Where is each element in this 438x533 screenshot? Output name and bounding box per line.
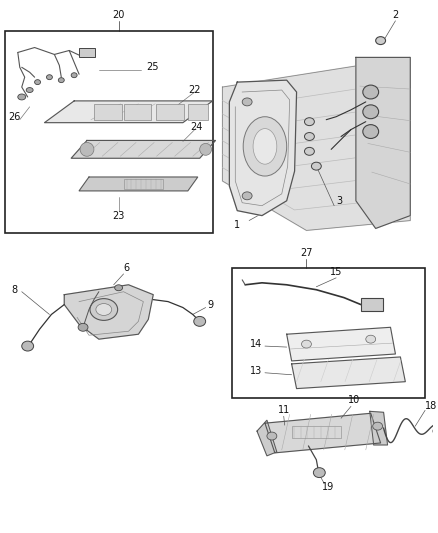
Text: 26: 26 [8, 112, 20, 122]
Ellipse shape [373, 422, 382, 430]
Bar [5, 31, 212, 233]
Polygon shape [230, 80, 297, 215]
Polygon shape [79, 177, 198, 191]
Ellipse shape [304, 118, 314, 126]
Text: 1: 1 [234, 221, 240, 230]
Polygon shape [223, 58, 410, 230]
Text: 13: 13 [250, 366, 262, 376]
Ellipse shape [194, 317, 205, 326]
Text: 3: 3 [336, 196, 342, 206]
Ellipse shape [46, 75, 53, 79]
Bar [124, 104, 151, 120]
Polygon shape [370, 411, 388, 445]
Bar [232, 268, 425, 399]
Bar [124, 179, 163, 189]
Polygon shape [71, 141, 215, 158]
Ellipse shape [253, 128, 277, 164]
Polygon shape [265, 413, 381, 453]
Text: 10: 10 [348, 395, 360, 406]
Ellipse shape [78, 324, 88, 331]
Bar [188, 104, 208, 120]
Text: 20: 20 [113, 10, 125, 20]
Text: 6: 6 [124, 263, 130, 273]
Ellipse shape [18, 94, 26, 100]
Text: 18: 18 [425, 401, 438, 411]
Ellipse shape [35, 79, 41, 85]
Ellipse shape [363, 85, 378, 99]
Bar [79, 47, 95, 58]
Text: 9: 9 [208, 300, 214, 310]
Text: 25: 25 [146, 62, 159, 72]
Ellipse shape [90, 298, 118, 320]
Ellipse shape [366, 335, 376, 343]
Ellipse shape [311, 162, 321, 170]
Ellipse shape [242, 98, 252, 106]
Ellipse shape [301, 340, 311, 348]
Ellipse shape [376, 37, 385, 45]
Polygon shape [287, 327, 396, 361]
Ellipse shape [267, 432, 277, 440]
Ellipse shape [304, 147, 314, 155]
Ellipse shape [363, 125, 378, 139]
Text: 24: 24 [190, 122, 203, 132]
Text: 8: 8 [12, 285, 18, 295]
Bar [94, 104, 122, 120]
Ellipse shape [96, 304, 112, 316]
Text: 15: 15 [330, 267, 343, 277]
Text: 2: 2 [392, 10, 399, 20]
Ellipse shape [304, 133, 314, 141]
Text: 14: 14 [250, 339, 262, 349]
Bar [292, 426, 341, 438]
Ellipse shape [363, 105, 378, 119]
Text: 27: 27 [300, 248, 313, 258]
Ellipse shape [71, 72, 77, 78]
Text: 23: 23 [113, 211, 125, 221]
Bar [156, 104, 184, 120]
Text: 19: 19 [322, 482, 334, 492]
Polygon shape [257, 420, 277, 456]
Ellipse shape [243, 117, 287, 176]
Ellipse shape [200, 143, 212, 155]
Ellipse shape [115, 285, 123, 290]
Polygon shape [356, 58, 410, 229]
Ellipse shape [313, 467, 325, 478]
Ellipse shape [22, 341, 34, 351]
Bar [361, 297, 382, 311]
Polygon shape [64, 285, 153, 339]
Polygon shape [45, 101, 212, 123]
Ellipse shape [433, 427, 438, 435]
Ellipse shape [58, 78, 64, 83]
Ellipse shape [242, 192, 252, 200]
Polygon shape [292, 357, 405, 389]
Text: 22: 22 [188, 85, 201, 95]
Ellipse shape [26, 87, 33, 93]
Ellipse shape [80, 142, 94, 156]
Text: 11: 11 [278, 405, 290, 415]
